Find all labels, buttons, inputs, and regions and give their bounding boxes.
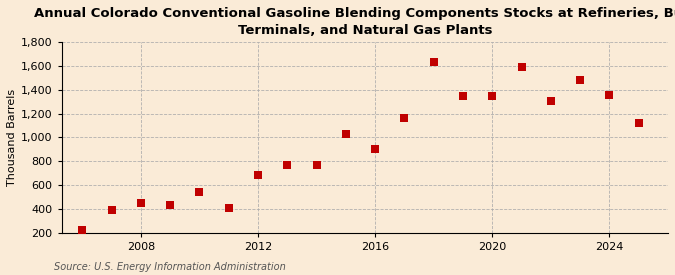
Point <box>106 208 117 212</box>
Point <box>545 98 556 103</box>
Point <box>575 78 586 82</box>
Point <box>340 132 351 136</box>
Point <box>136 200 146 205</box>
Point <box>77 228 88 232</box>
Point <box>487 94 497 98</box>
Point <box>604 92 615 97</box>
Point <box>165 203 176 207</box>
Point <box>429 60 439 65</box>
Point <box>282 163 293 167</box>
Point <box>516 65 527 70</box>
Point <box>223 205 234 210</box>
Point <box>458 94 468 98</box>
Point <box>399 116 410 120</box>
Title: Annual Colorado Conventional Gasoline Blending Components Stocks at Refineries, : Annual Colorado Conventional Gasoline Bl… <box>34 7 675 37</box>
Y-axis label: Thousand Barrels: Thousand Barrels <box>7 89 17 186</box>
Point <box>252 173 263 178</box>
Point <box>311 163 322 167</box>
Text: Source: U.S. Energy Information Administration: Source: U.S. Energy Information Administ… <box>54 262 286 272</box>
Point <box>633 121 644 125</box>
Point <box>194 190 205 194</box>
Point <box>370 147 381 152</box>
